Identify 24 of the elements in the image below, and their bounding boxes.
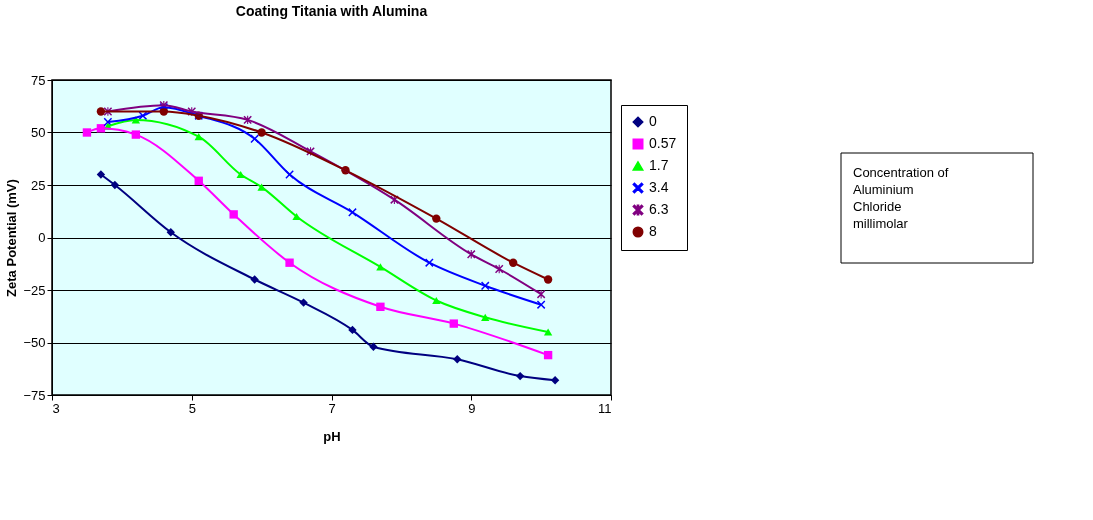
point xyxy=(82,128,92,137)
legend-label: 1.7 xyxy=(649,157,669,173)
legend-label: 0.57 xyxy=(649,135,677,151)
x-axis-title: pH xyxy=(323,428,341,444)
x-tick-label: 5 xyxy=(188,400,196,416)
legend-label: 8 xyxy=(649,223,657,239)
text: Concentration of Aluminium Chloride millimolar xyxy=(853,165,949,231)
y-tick-label: 50 xyxy=(31,125,46,140)
x-tick-label: 3 xyxy=(52,400,60,416)
x-tick-label: 11 xyxy=(598,400,612,416)
y-tick-label: −25 xyxy=(23,282,46,298)
y-axis-title: Zeta Potential (mV) xyxy=(4,179,20,297)
x-tick-label: 7 xyxy=(328,400,336,416)
y-tick-label: 75 xyxy=(31,72,46,88)
y-tick-label: −50 xyxy=(23,335,46,350)
point xyxy=(543,328,553,336)
y-tick-label: −75 xyxy=(23,387,46,403)
y-tick-label: 0 xyxy=(38,230,46,245)
legend-label: 6.3 xyxy=(649,201,669,217)
legend-label: 0 xyxy=(649,113,657,129)
y-tick-label: 25 xyxy=(31,177,46,193)
x-tick-label: 9 xyxy=(468,400,476,416)
legend-label: 3.4 xyxy=(649,179,669,195)
chart-title: Coating Titania with Alumina xyxy=(235,3,428,19)
